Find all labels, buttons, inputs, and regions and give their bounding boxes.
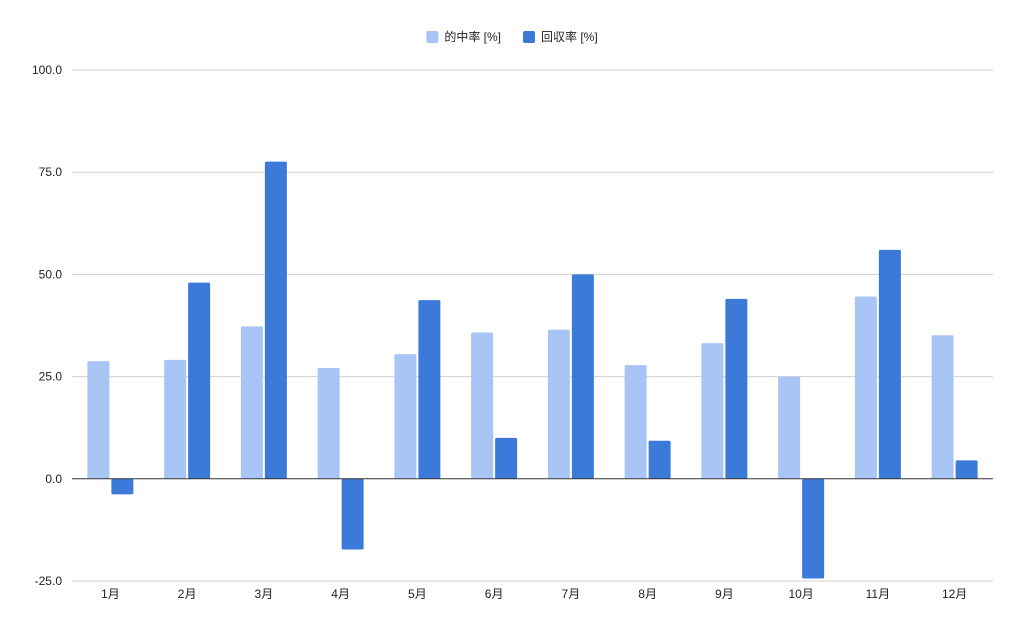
bar-series-2-3 <box>264 161 287 479</box>
x-tick-label: 12月 <box>942 587 967 601</box>
x-tick-label: 8月 <box>638 587 657 601</box>
legend: 的中率 [%] 回収率 [%] <box>426 29 598 44</box>
bar-series-1-9 <box>701 343 724 479</box>
bar-series-1-4 <box>317 368 340 479</box>
bar-series-2-6 <box>495 437 518 479</box>
gridlines <box>72 69 993 582</box>
x-tick-label: 2月 <box>178 587 197 601</box>
bar-series-1-3 <box>240 326 263 479</box>
legend-swatch-1 <box>426 31 439 43</box>
x-tick-label: 6月 <box>485 587 504 601</box>
x-tick-label: 4月 <box>331 587 350 601</box>
bar-series-2-9 <box>725 298 748 479</box>
y-axis-ticks: -25.0 0.0 25.0 50.0 75.0 100.0 <box>32 63 62 588</box>
bar-series-2-2 <box>188 282 211 479</box>
x-axis-ticks: 1月 2月 3月 4月 5月 6月 7月 8月 9月 10月 11月 12月 <box>101 587 967 601</box>
bar-series-1-7 <box>547 329 570 479</box>
y-tick-label: 100.0 <box>32 63 62 77</box>
bar-series-2-5 <box>418 300 441 479</box>
x-tick-label: 3月 <box>255 587 274 601</box>
bar-series-2-11 <box>878 249 901 479</box>
bar-series-2-12 <box>955 460 978 479</box>
y-tick-label: 50.0 <box>39 267 63 281</box>
bar-series-1-8 <box>624 365 647 479</box>
bar-series-2-10 <box>802 478 825 579</box>
bar-series-2-7 <box>571 274 594 479</box>
x-tick-label: 1月 <box>101 587 120 601</box>
y-tick-label: 0.0 <box>45 472 62 486</box>
y-tick-label: -25.0 <box>35 574 63 588</box>
bar-series-2-4 <box>341 478 364 550</box>
legend-swatch-2 <box>523 31 535 43</box>
bar-series-2-8 <box>648 440 671 479</box>
x-tick-label: 10月 <box>788 587 813 601</box>
x-tick-label: 7月 <box>562 587 581 601</box>
x-tick-label: 11月 <box>866 587 890 601</box>
bars <box>87 161 978 579</box>
bar-series-1-11 <box>854 296 877 479</box>
y-tick-label: 25.0 <box>39 370 63 384</box>
bar-series-1-10 <box>778 376 801 479</box>
y-tick-label: 75.0 <box>39 165 63 179</box>
bar-series-1-5 <box>394 354 417 479</box>
x-tick-label: 5月 <box>408 587 427 601</box>
bar-series-1-1 <box>87 361 110 479</box>
legend-label-2: 回収率 [%] <box>541 29 598 44</box>
legend-label-1: 的中率 [%] <box>444 29 501 44</box>
bar-series-2-1 <box>111 478 134 495</box>
bar-series-1-12 <box>931 335 954 479</box>
x-tick-label: 9月 <box>715 587 734 601</box>
bar-series-1-6 <box>471 332 494 479</box>
bar-series-1-2 <box>164 359 187 479</box>
